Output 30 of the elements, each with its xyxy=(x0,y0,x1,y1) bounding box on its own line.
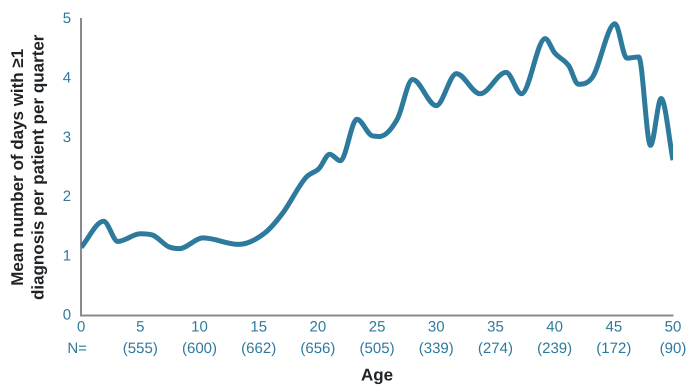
y-tick-label: 4 xyxy=(62,69,72,86)
y-tick-label: 3 xyxy=(62,128,72,146)
text: (656) xyxy=(300,340,336,358)
text: (339) xyxy=(418,340,454,358)
x-tick-label: 15 xyxy=(250,318,268,336)
x-tick-label: 30 xyxy=(428,318,445,336)
text: (274) xyxy=(478,340,513,358)
text: N= xyxy=(67,340,88,358)
x-tick-label: 45 xyxy=(605,318,622,336)
y-tick-label: 0 xyxy=(62,306,72,324)
x-tick-label: 10 xyxy=(191,318,208,336)
text: (505) xyxy=(360,340,395,358)
x-tick-label: 5 xyxy=(136,318,144,336)
x-tick-label: 0 xyxy=(76,318,86,336)
text: (600) xyxy=(182,340,218,358)
text: (90) xyxy=(660,340,686,358)
x-tick-label: 50 xyxy=(664,318,682,336)
y-tick-label: 2 xyxy=(62,188,72,206)
text: (172) xyxy=(596,340,632,358)
x-tick-label: 25 xyxy=(368,318,386,336)
y-tick-label: 5 xyxy=(62,10,72,28)
text: (239) xyxy=(537,340,572,358)
y-axis-title: Mean number of days with ≥1 diagnosis per patient per quarter xyxy=(8,34,48,300)
text: (555) xyxy=(122,340,158,358)
y-tick-label: 1 xyxy=(62,247,72,264)
x-tick-label: 40 xyxy=(546,318,563,336)
x-tick-label: 20 xyxy=(310,318,326,336)
x-tick-label: 35 xyxy=(487,318,504,336)
x-axis-title: Age xyxy=(361,365,394,384)
text: (662) xyxy=(241,340,276,358)
